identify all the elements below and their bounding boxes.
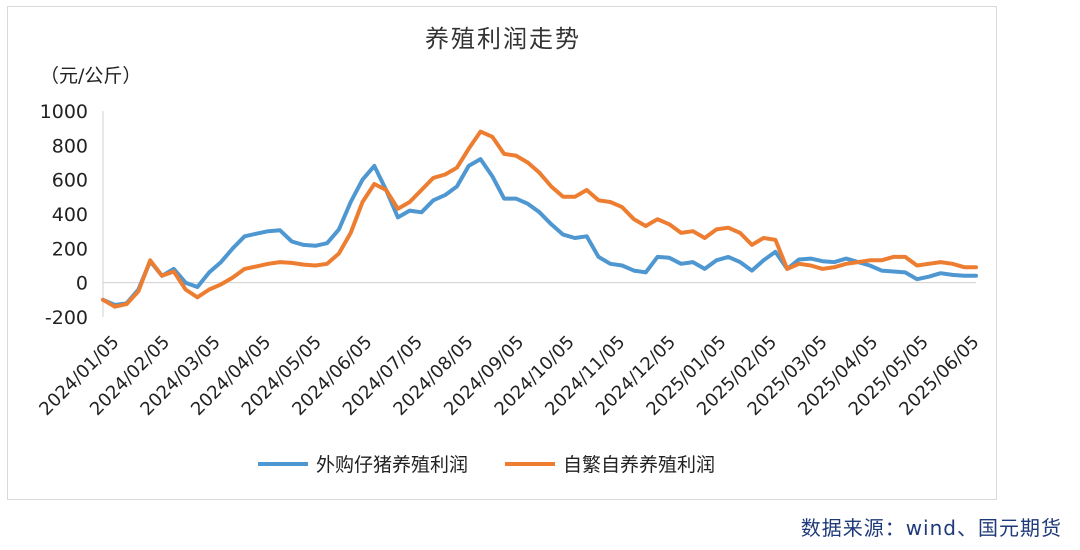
y-axis-unit-label: （元/公斤） — [40, 65, 141, 87]
y-tick-label: 400 — [52, 204, 88, 226]
y-tick-labels: -200 0 200 400 600 800 1000 — [40, 101, 88, 329]
x-tick-labels: 2024/01/052024/02/052024/03/052024/04/05… — [35, 332, 983, 420]
legend-label: 自繁自养养殖利润 — [563, 454, 715, 476]
series-lines — [101, 129, 978, 309]
y-tick-label: 0 — [76, 273, 88, 295]
legend-label: 外购仔猪养殖利润 — [316, 454, 468, 476]
data-source-note: 数据来源：wind、国元期货 — [800, 516, 1062, 540]
legend: 外购仔猪养殖利润 自繁自养养殖利润 — [258, 454, 715, 476]
series-line-2 — [101, 129, 978, 309]
axes — [102, 111, 976, 317]
y-tick-label: 800 — [52, 135, 88, 157]
chart-title: 养殖利润走势 — [425, 25, 581, 53]
chart-frame: 养殖利润走势 （元/公斤） -200 0 200 400 600 800 1000 2024… — [7, 6, 997, 500]
y-tick-label: -200 — [45, 307, 88, 329]
y-tick-label: 1000 — [40, 101, 88, 123]
line-chart: 养殖利润走势 （元/公斤） -200 0 200 400 600 800 1000 2024… — [35, 25, 983, 476]
y-tick-label: 200 — [52, 238, 88, 260]
y-tick-label: 600 — [52, 170, 88, 192]
series-line-1 — [101, 157, 978, 307]
